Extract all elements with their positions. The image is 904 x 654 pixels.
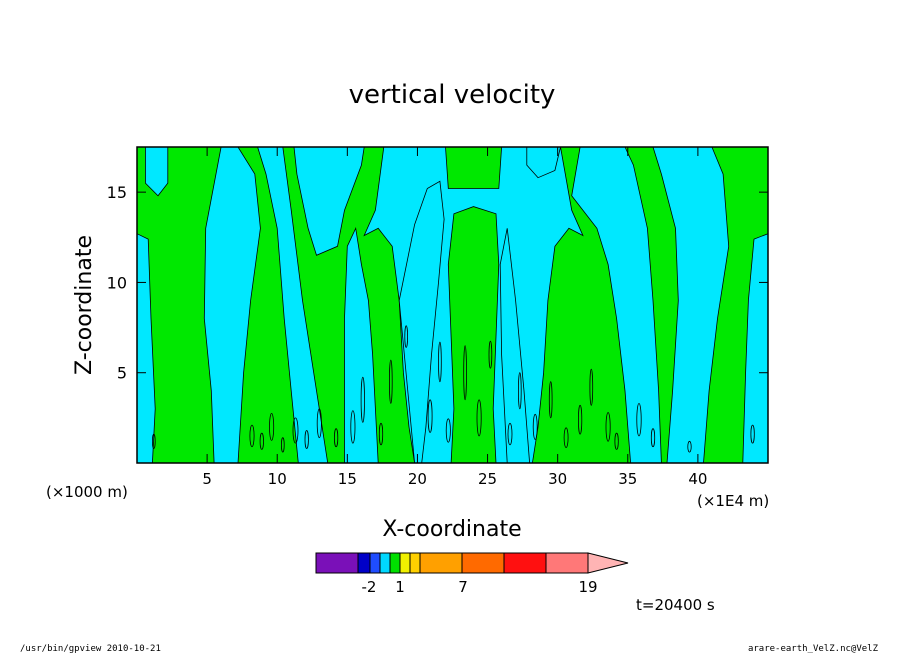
cell-contour xyxy=(152,433,156,449)
cell-contour xyxy=(650,428,656,448)
cell-contour xyxy=(476,399,482,437)
cell-contour xyxy=(333,428,339,448)
colorbar-segment xyxy=(379,552,391,574)
cell-contour xyxy=(532,413,538,440)
cell-contour xyxy=(488,340,493,369)
x-axis-ticks: 5 10 15 20 25 30 35 40 xyxy=(202,147,707,488)
cell-contour xyxy=(563,427,569,449)
x-tick-label: 10 xyxy=(268,470,287,488)
cell-contour xyxy=(280,437,285,453)
colorbar-label: 1 xyxy=(395,578,405,596)
negative-velocity-regions xyxy=(136,146,769,464)
colorbar-labels: -2 1 7 19 xyxy=(362,578,598,596)
cell-contour xyxy=(360,376,365,423)
footer-right: arare-earth_VelZ.nc@VelZ xyxy=(748,644,879,654)
colorbar-segment xyxy=(369,552,381,574)
cell-contour xyxy=(687,440,692,453)
colorbar-segment xyxy=(315,552,359,574)
cell-contour xyxy=(548,381,553,419)
cell-contour xyxy=(605,412,611,442)
colorbar-segment xyxy=(545,552,589,574)
cell-contour xyxy=(750,424,755,444)
colorbar-segment xyxy=(461,552,505,574)
convective-cells xyxy=(152,325,755,453)
colorbar xyxy=(315,552,629,574)
colorbar-segment xyxy=(419,552,463,574)
x-tick-label: 30 xyxy=(548,470,567,488)
negative-region xyxy=(571,146,662,464)
y-tick-label: 10 xyxy=(107,273,127,292)
plot-frame xyxy=(136,146,769,464)
y-tick-label: 15 xyxy=(107,183,127,202)
x-tick-label: 25 xyxy=(478,470,497,488)
x-tick-label: 40 xyxy=(688,470,707,488)
plot-area: 5 10 15 20 25 30 35 40 5 10 15 xyxy=(107,146,769,488)
colorbar-label: 7 xyxy=(458,578,468,596)
colorbar-segment xyxy=(409,552,421,574)
y-tick-label: 5 xyxy=(117,364,127,383)
cell-contour xyxy=(636,403,642,437)
cell-contour xyxy=(378,422,384,446)
x-tick-label: 5 xyxy=(202,470,212,488)
negative-region xyxy=(344,226,379,464)
y-axis-label: Z-coordinate xyxy=(72,235,97,375)
colorbar-segment xyxy=(503,552,547,574)
colorbar-label: -2 xyxy=(362,578,377,596)
cell-contour xyxy=(517,372,522,410)
negative-region xyxy=(499,228,531,464)
cell-contour xyxy=(589,368,594,406)
y-axis-ticks: 5 10 15 xyxy=(107,183,768,383)
cell-contour xyxy=(614,432,619,450)
colorbar-extend-arrow xyxy=(587,552,629,574)
time-label: t=20400 s xyxy=(636,596,715,614)
x-tick-label: 15 xyxy=(338,470,357,488)
cell-contour xyxy=(427,399,433,433)
cell-contour xyxy=(577,404,583,435)
footer-left: /usr/bin/gpview 2010-10-21 xyxy=(20,644,161,654)
cell-contour xyxy=(316,408,322,439)
negative-region xyxy=(293,146,365,256)
colorbar-segment xyxy=(357,552,371,574)
chart-title: vertical velocity xyxy=(349,80,556,110)
cell-contour xyxy=(259,432,264,450)
cell-contour xyxy=(269,412,275,441)
cell-contour xyxy=(463,345,467,401)
x-tick-label: 35 xyxy=(618,470,637,488)
cell-contour xyxy=(404,325,409,348)
x-unit-right: (×1E4 m) xyxy=(697,492,769,510)
x-unit-left: (×1000 m) xyxy=(46,483,128,501)
cell-contour xyxy=(304,430,309,449)
cell-contour xyxy=(350,410,356,444)
cell-contour xyxy=(388,359,393,404)
colorbar-segment xyxy=(399,552,411,574)
colorbar-label: 19 xyxy=(578,578,597,596)
x-axis-label: X-coordinate xyxy=(382,517,521,542)
x-tick-label: 20 xyxy=(408,470,427,488)
cell-contour xyxy=(507,422,513,446)
colorbar-segment xyxy=(389,552,401,574)
cell-contour xyxy=(292,417,299,444)
negative-region xyxy=(172,146,261,464)
cell-contour xyxy=(445,418,451,443)
cell-contour xyxy=(249,424,255,448)
cell-contour xyxy=(438,341,442,383)
